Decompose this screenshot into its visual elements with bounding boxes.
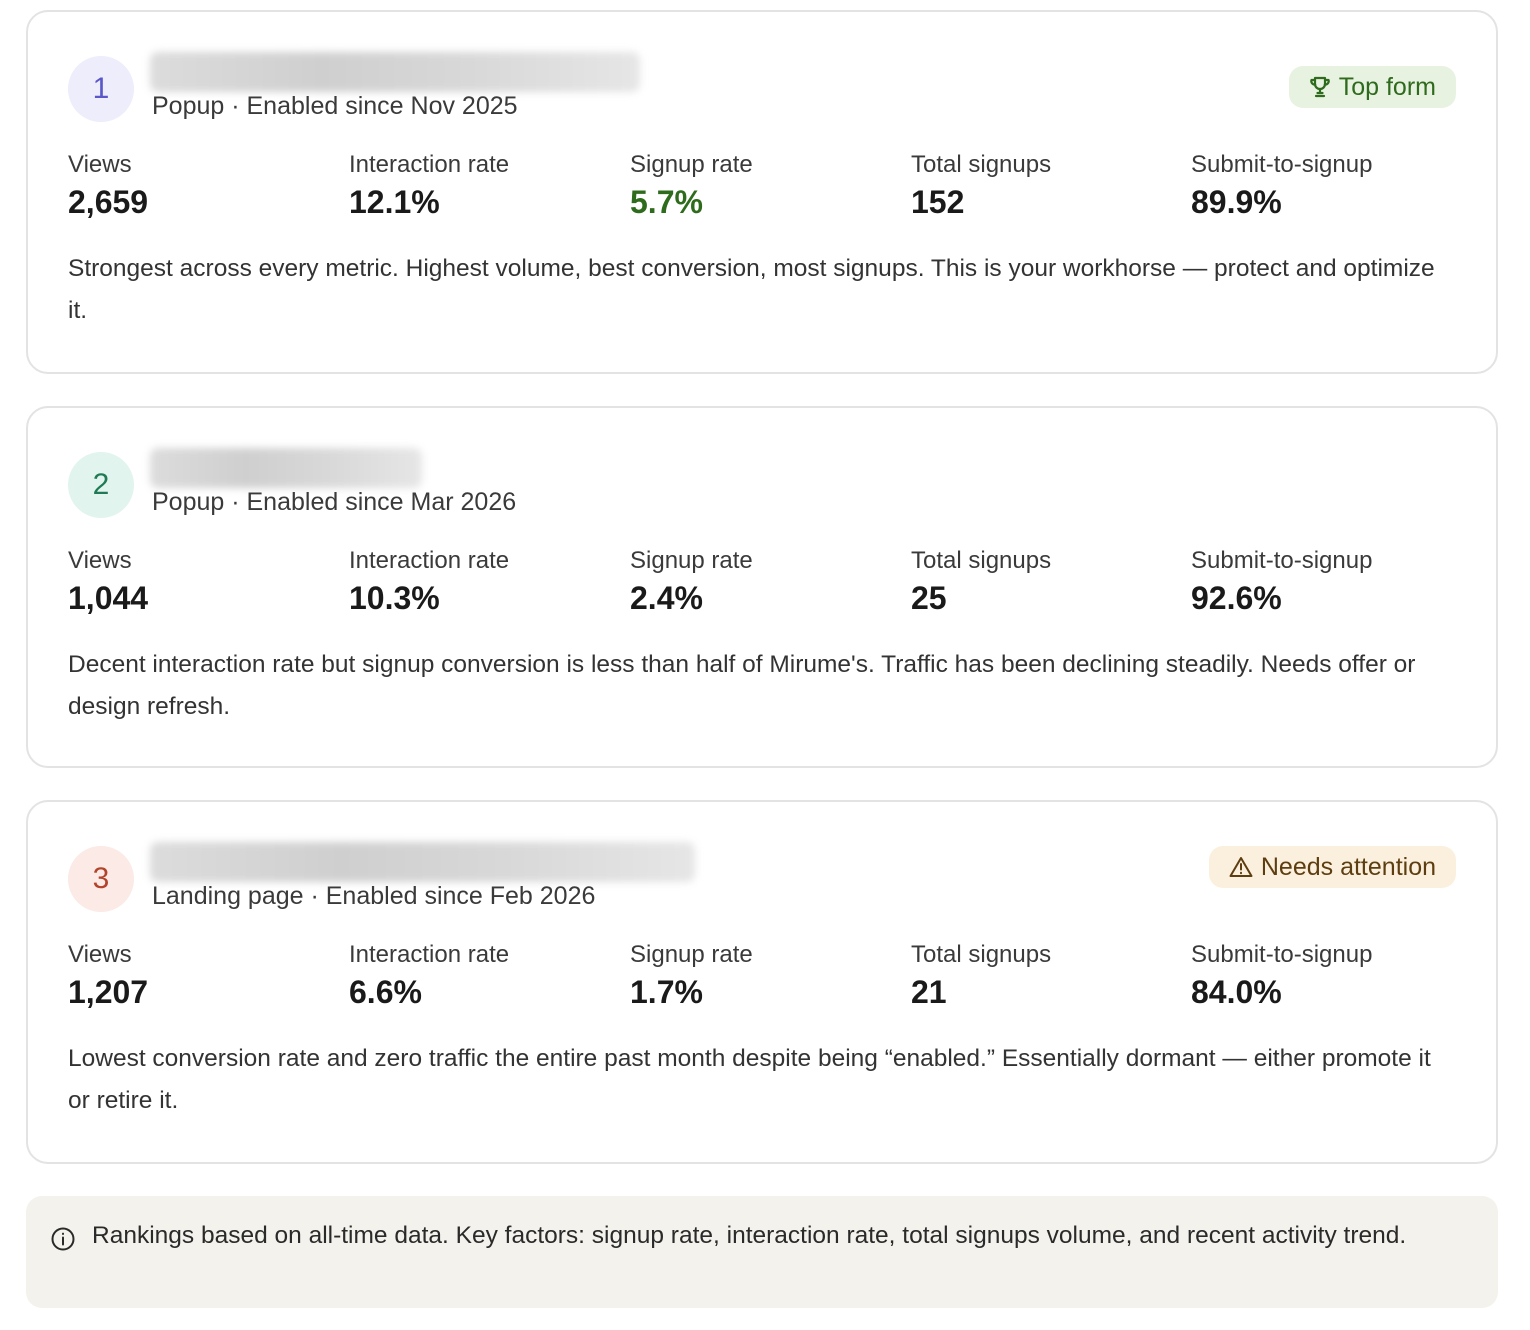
metric-label: Signup rate: [630, 547, 753, 574]
form-subtitle: Landing page · Enabled since Feb 2026: [152, 882, 596, 910]
badge-label: Needs attention: [1260, 852, 1436, 881]
metric-value: 2,659: [68, 184, 149, 220]
rank-badge: 1: [68, 56, 134, 122]
metric-value: 84.0%: [1191, 974, 1282, 1010]
metric-value: 152: [911, 184, 965, 220]
rankings-info-note: Rankings based on all-time data. Key fac…: [26, 1196, 1498, 1308]
form-card-3[interactable]: 3 Landing page · Enabled since Feb 2026 …: [26, 800, 1498, 1164]
form-description: Decent interaction rate but signup conve…: [68, 651, 1416, 720]
metric-label: Total signups: [911, 547, 1052, 574]
form-description: Lowest conversion rate and zero traffic …: [68, 1045, 1431, 1114]
form-name-redacted: [150, 448, 422, 488]
metric-label: Signup rate: [630, 941, 753, 968]
metric-views: Views 2,659: [68, 150, 148, 222]
metric-views: Views 1,044: [68, 546, 148, 618]
badge-label: Top form: [1338, 72, 1436, 101]
metric-value: 5.7%: [630, 184, 703, 220]
metric-interaction-rate: Interaction rate 12.1%: [349, 150, 509, 222]
metric-submit-to-signup: Submit-to-signup 84.0%: [1191, 940, 1372, 1012]
metric-signup-rate: Signup rate 5.7%: [630, 150, 753, 222]
form-description: Strongest across every metric. Highest v…: [68, 255, 1435, 324]
metric-label: Submit-to-signup: [1191, 151, 1373, 178]
rank-badge: 2: [68, 452, 134, 518]
metric-submit-to-signup: Submit-to-signup 92.6%: [1191, 546, 1372, 618]
metric-signup-rate: Signup rate 2.4%: [630, 546, 753, 618]
trophy-icon: [1309, 76, 1330, 98]
metric-label: Views: [68, 151, 132, 178]
metric-value: 92.6%: [1191, 580, 1282, 616]
metric-value: 12.1%: [349, 184, 440, 220]
metric-total-signups: Total signups 152: [911, 150, 1051, 222]
metric-total-signups: Total signups 21: [911, 940, 1051, 1012]
metric-label: Total signups: [911, 151, 1052, 178]
metric-value: 1,207: [68, 974, 149, 1010]
metric-label: Submit-to-signup: [1191, 941, 1373, 968]
rank-badge: 3: [68, 846, 134, 912]
metric-label: Views: [68, 941, 132, 968]
metric-label: Interaction rate: [349, 547, 510, 574]
metric-interaction-rate: Interaction rate 6.6%: [349, 940, 509, 1012]
metrics-row: Views 1,207 Interaction rate 6.6% Signup…: [68, 940, 1468, 1010]
metric-value: 1.7%: [630, 974, 703, 1010]
metric-label: Signup rate: [630, 151, 753, 178]
form-card-2[interactable]: 2 Popup · Enabled since Mar 2026 Views 1…: [26, 406, 1498, 768]
metric-value: 21: [911, 974, 947, 1010]
metric-submit-to-signup: Submit-to-signup 89.9%: [1191, 150, 1372, 222]
metric-interaction-rate: Interaction rate 10.3%: [349, 546, 509, 618]
metric-label: Interaction rate: [349, 941, 510, 968]
form-name-redacted: [150, 52, 640, 92]
metric-value: 1,044: [68, 580, 149, 616]
metric-label: Submit-to-signup: [1191, 547, 1373, 574]
info-icon: [51, 1227, 75, 1251]
metrics-row: Views 1,044 Interaction rate 10.3% Signu…: [68, 546, 1468, 616]
metric-label: Views: [68, 547, 132, 574]
metric-value: 10.3%: [349, 580, 440, 616]
metric-label: Total signups: [911, 941, 1052, 968]
metric-value: 6.6%: [349, 974, 422, 1010]
needs-attention-badge: Needs attention: [1208, 846, 1456, 888]
metric-label: Interaction rate: [349, 151, 510, 178]
form-name-redacted: [150, 842, 695, 882]
top-form-badge: Top form: [1288, 66, 1456, 108]
form-subtitle: Popup · Enabled since Nov 2025: [152, 92, 518, 120]
metric-value: 25: [911, 580, 947, 616]
warning-icon: [1229, 857, 1253, 877]
metrics-row: Views 2,659 Interaction rate 12.1% Signu…: [68, 150, 1468, 220]
metric-value: 2.4%: [630, 580, 703, 616]
metric-value: 89.9%: [1191, 184, 1282, 220]
metric-total-signups: Total signups 25: [911, 546, 1051, 618]
metric-views: Views 1,207: [68, 940, 148, 1012]
info-note-text: Rankings based on all-time data. Key fac…: [92, 1222, 1407, 1249]
metric-signup-rate: Signup rate 1.7%: [630, 940, 753, 1012]
form-card-1[interactable]: 1 Popup · Enabled since Nov 2025 Top for…: [26, 10, 1498, 374]
form-subtitle: Popup · Enabled since Mar 2026: [152, 488, 517, 516]
